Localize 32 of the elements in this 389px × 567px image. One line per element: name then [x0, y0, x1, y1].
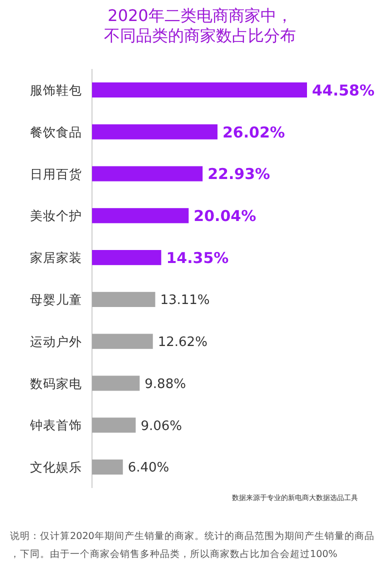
- y-tick-label: 数码家电: [30, 376, 82, 391]
- bar: [92, 418, 136, 433]
- bar: [92, 82, 307, 98]
- bar: [92, 334, 153, 349]
- y-tick-label: 服饰鞋包: [30, 82, 82, 98]
- data-label: 9.06%: [140, 418, 182, 434]
- bar: [92, 292, 156, 307]
- bar: [92, 376, 140, 391]
- data-label: 14.35%: [166, 248, 229, 267]
- data-label: 6.40%: [128, 460, 170, 476]
- y-tick-label: 日用百货: [30, 166, 82, 182]
- y-tick-label: 钟表首饰: [29, 418, 82, 433]
- data-label: 44.58%: [312, 81, 374, 100]
- bar: [92, 460, 123, 475]
- data-label: 9.88%: [144, 376, 186, 392]
- bar: [92, 208, 189, 224]
- y-tick-label: 家居家装: [30, 250, 82, 266]
- bar: [92, 166, 203, 182]
- y-tick-label: 餐饮食品: [30, 124, 82, 140]
- data-label: 12.62%: [158, 335, 208, 350]
- data-label: 20.04%: [194, 207, 256, 226]
- data-label: 13.11%: [160, 293, 210, 308]
- bar: [92, 124, 218, 140]
- data-label: 26.02%: [222, 123, 285, 142]
- text: 说明：仅计算2020年期间产生销量的商家。统计的商品范围为期间产生销量的商品，下同。由于一个商家会销售多种品类，所以商家数占比加合会超过100%: [10, 530, 374, 560]
- data-label: 22.93%: [208, 165, 270, 184]
- y-tick-label: 美妆个护: [30, 208, 82, 224]
- y-tick-label: 母婴儿童: [30, 292, 82, 307]
- y-tick-label: 文化娱乐: [30, 460, 82, 475]
- chart-title: 2020年二类电商商家中，不同品类的商家数占比分布: [104, 6, 296, 45]
- y-tick-label: 运动户外: [30, 334, 82, 349]
- bar: [92, 250, 162, 266]
